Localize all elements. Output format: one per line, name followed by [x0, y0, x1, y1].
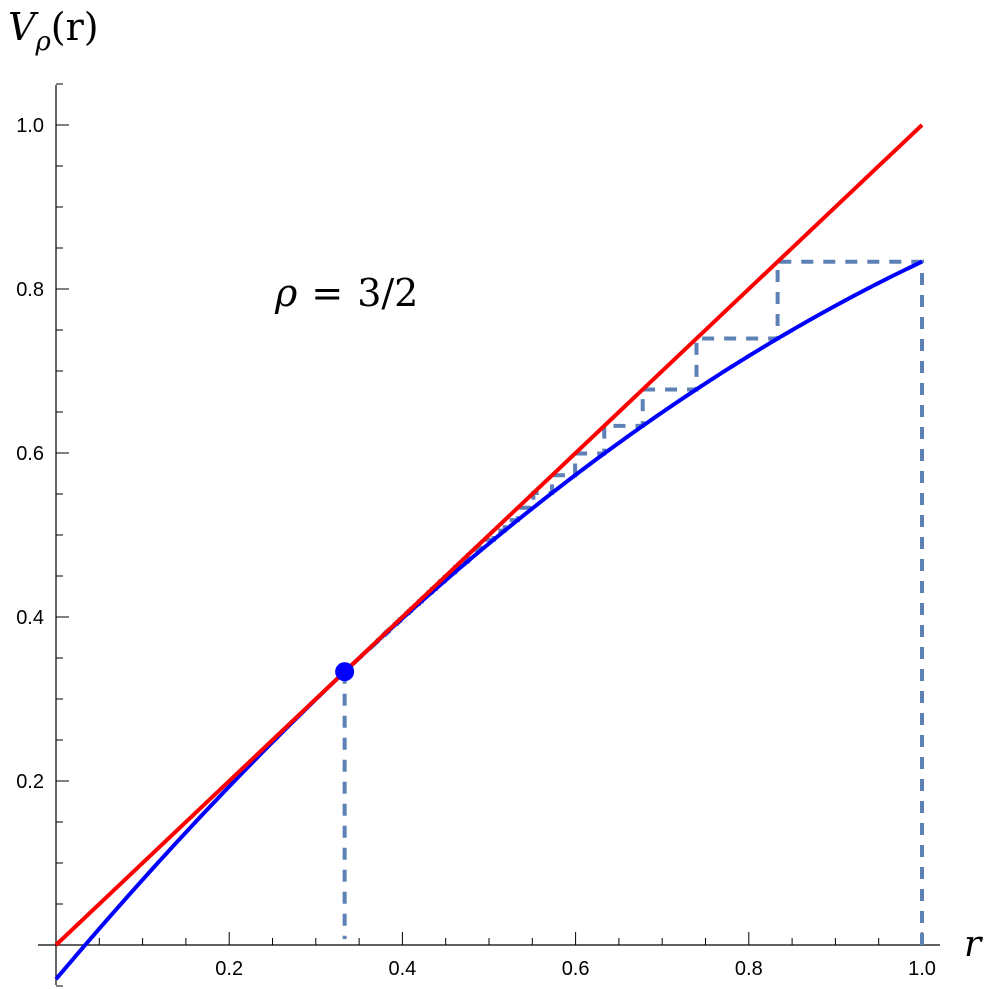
rho-annotation: ρ = 3/2 — [274, 271, 418, 315]
x-tick-label: 0.8 — [735, 958, 763, 980]
x-tick-label: 0.4 — [388, 958, 416, 980]
cobweb-dashed-path — [343, 259, 924, 945]
y-tick-label: 0.8 — [16, 279, 44, 301]
y-tick-label: 0.2 — [16, 771, 44, 793]
fixed-point-marker — [335, 662, 355, 682]
x-tick-label: 0.2 — [215, 958, 243, 980]
x-tick-label: 0.6 — [562, 958, 590, 980]
y-tick-label: 1.0 — [16, 115, 44, 137]
y-tick-label: 0.6 — [16, 443, 44, 465]
y-tick-label: 0.4 — [16, 607, 44, 629]
y-axis-label: Vρ(r) — [8, 5, 99, 57]
x-tick-label: 1.0 — [908, 958, 936, 980]
identity-line — [54, 123, 924, 947]
v-rho-curve — [54, 259, 923, 981]
series-layer — [54, 123, 924, 981]
axes: 0.2 0.4 0.6 0.8 1.0 0.2 0.4 0.6 0.8 1.0 — [16, 83, 940, 987]
x-axis-label: r — [964, 924, 983, 965]
